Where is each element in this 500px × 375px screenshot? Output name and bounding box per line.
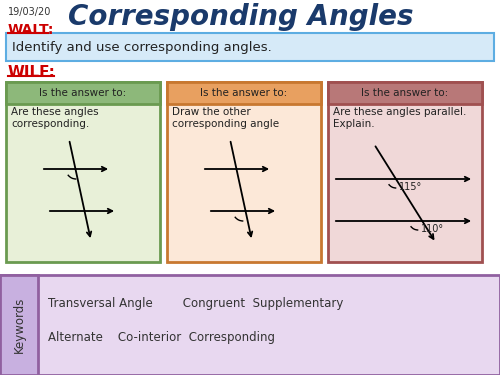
Text: Are these angles
corresponding.: Are these angles corresponding. (11, 107, 99, 129)
Text: Alternate    Co-interior  Corresponding: Alternate Co-interior Corresponding (48, 330, 275, 344)
Text: Is the answer to:: Is the answer to: (200, 88, 288, 98)
Text: 115°: 115° (399, 182, 422, 192)
FancyBboxPatch shape (167, 82, 321, 262)
Text: Identify and use corresponding angles.: Identify and use corresponding angles. (12, 40, 272, 54)
Text: Transversal Angle        Congruent  Supplementary: Transversal Angle Congruent Supplementar… (48, 297, 344, 309)
FancyBboxPatch shape (0, 275, 38, 375)
Text: 110°: 110° (421, 224, 444, 234)
Text: Corresponding Angles: Corresponding Angles (68, 3, 414, 31)
Text: Is the answer to:: Is the answer to: (40, 88, 126, 98)
Text: WILF:: WILF: (8, 65, 56, 80)
FancyBboxPatch shape (328, 82, 482, 262)
FancyBboxPatch shape (6, 82, 160, 104)
Text: Are these angles parallel.
Explain.: Are these angles parallel. Explain. (333, 107, 466, 129)
Text: Keywords: Keywords (12, 297, 26, 353)
Text: Draw the other
corresponding angle: Draw the other corresponding angle (172, 107, 279, 129)
FancyBboxPatch shape (0, 275, 500, 375)
FancyBboxPatch shape (6, 82, 160, 262)
Text: 19/03/20: 19/03/20 (8, 7, 52, 17)
FancyBboxPatch shape (167, 82, 321, 104)
Text: Is the answer to:: Is the answer to: (362, 88, 448, 98)
Text: WALT:: WALT: (8, 23, 54, 37)
FancyBboxPatch shape (328, 82, 482, 104)
FancyBboxPatch shape (6, 33, 494, 61)
